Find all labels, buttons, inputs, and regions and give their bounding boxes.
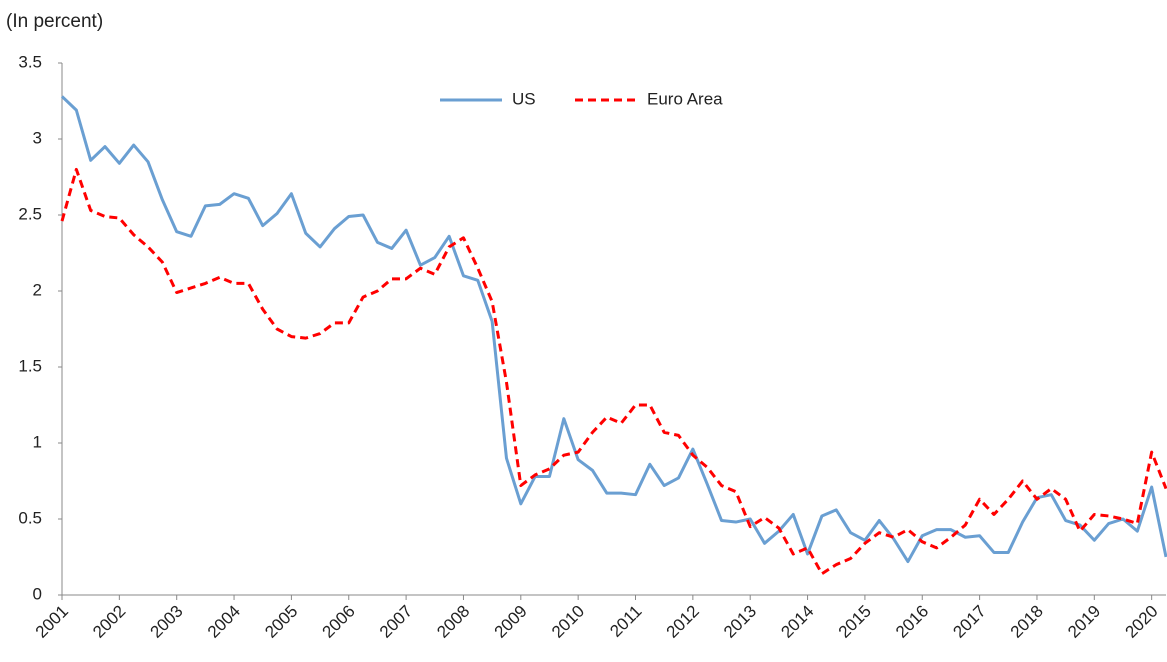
x-tick-label: 2020: [1121, 602, 1161, 642]
x-tick-label: 2013: [720, 602, 760, 642]
y-tick-label: 2.5: [18, 204, 42, 223]
x-tick-label: 2018: [1007, 602, 1047, 642]
chart-subtitle: (In percent): [6, 11, 103, 32]
y-tick-label: 3: [33, 128, 42, 147]
y-tick-label: 0: [33, 584, 42, 603]
x-tick-label: 2008: [433, 602, 473, 642]
y-tick-label: 1.5: [18, 356, 42, 375]
y-tick-label: 1: [33, 432, 42, 451]
x-tick-label: 2014: [777, 602, 817, 642]
x-tick-label: 2007: [376, 602, 416, 642]
x-tick-label: 2005: [261, 602, 301, 642]
x-tick-label: 2012: [663, 602, 703, 642]
x-tick-label: 2011: [606, 602, 645, 641]
x-tick-label: 2002: [89, 602, 129, 642]
y-tick-label: 0.5: [18, 508, 42, 527]
x-tick-label: 2015: [835, 602, 875, 642]
y-tick-label: 3.5: [18, 52, 42, 71]
x-tick-label: 2004: [204, 602, 244, 642]
x-tick-label: 2009: [491, 602, 531, 642]
series-line: [60, 95, 1167, 564]
series-line: [60, 167, 1167, 576]
x-tick-label: 2001: [32, 602, 72, 642]
y-tick-label: 2: [33, 280, 42, 299]
legend-label: Euro Area: [647, 89, 723, 108]
x-tick-label: 2016: [892, 602, 932, 642]
x-tick-label: 2003: [147, 602, 187, 642]
x-tick-label: 2019: [1064, 602, 1104, 642]
legend-label: US: [512, 89, 536, 108]
x-tick-label: 2006: [319, 602, 359, 642]
x-tick-label: 2010: [548, 602, 588, 642]
x-tick-label: 2017: [949, 602, 989, 642]
